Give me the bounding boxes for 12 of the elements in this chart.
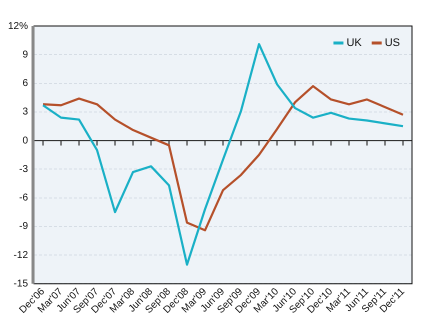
y-tick-label: -3 [19,164,28,175]
y-tick-label: 3 [22,106,28,118]
y-tick-label: -9 [19,221,28,232]
legend-label: UK [346,37,362,50]
legend-label: US [384,37,400,50]
y-tick-label: 0 [22,135,28,146]
y-tick-label: -12 [14,250,28,261]
y-tick-label: 6 [22,78,28,90]
y-tick-label: -6 [19,192,28,204]
y-tick-label: 12% [8,20,28,32]
y-tick-label: 9 [22,49,28,60]
y-tick-label: -15 [14,278,28,290]
